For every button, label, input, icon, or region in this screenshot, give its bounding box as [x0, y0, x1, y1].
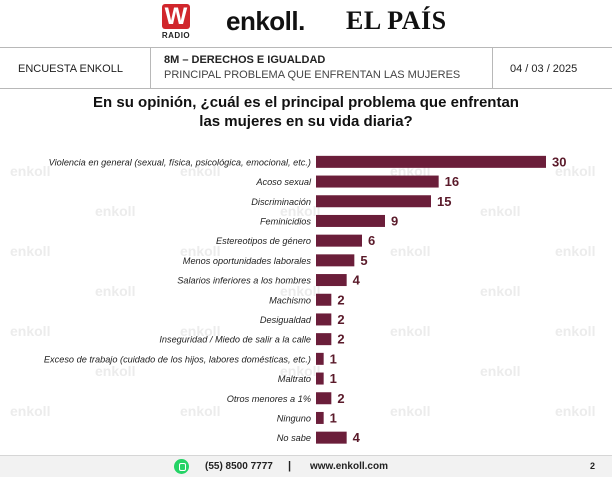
- category-label: No sabe: [277, 433, 311, 443]
- value-label: 1: [330, 371, 337, 386]
- bar: [316, 234, 362, 247]
- footer-website[interactable]: www.enkoll.com: [310, 461, 388, 472]
- header-divider-left: [150, 47, 151, 89]
- value-label: 1: [330, 410, 337, 425]
- watermark: enkoll: [480, 203, 520, 219]
- el-pais-logo: EL PAÍS: [346, 6, 447, 35]
- category-label: Inseguridad / Miedo de salir a la calle: [159, 335, 311, 345]
- watermark: enkoll: [480, 363, 520, 379]
- whatsapp-icon: [174, 459, 189, 474]
- bar: [316, 352, 324, 365]
- watermark: enkoll: [10, 163, 50, 179]
- watermark: enkoll: [390, 243, 430, 259]
- watermark: enkoll: [555, 323, 595, 339]
- category-label: Exceso de trabajo (cuidado de los hijos,…: [44, 354, 311, 364]
- watermark: enkoll: [10, 403, 50, 419]
- survey-header: ENCUESTA ENKOLL 8M – DERECHOS E IGUALDAD…: [0, 47, 612, 89]
- value-label: 2: [337, 391, 344, 406]
- watermark: enkoll: [280, 283, 320, 299]
- watermark: enkoll: [95, 203, 135, 219]
- category-label: Feminicidios: [260, 216, 311, 226]
- w-radio-logo-sub: RADIO: [161, 31, 191, 40]
- watermark: enkoll: [95, 363, 135, 379]
- bar: [316, 333, 332, 346]
- bar: [316, 431, 347, 444]
- watermark: enkoll: [555, 243, 595, 259]
- category-label: Discriminación: [251, 197, 311, 207]
- bar: [316, 392, 332, 405]
- watermark: enkoll: [280, 363, 320, 379]
- value-label: 30: [552, 154, 566, 169]
- bar: [316, 313, 332, 326]
- watermark: enkoll: [390, 403, 430, 419]
- value-label: 5: [360, 253, 367, 268]
- category-label: Acoso sexual: [255, 177, 312, 187]
- category-label: Maltrato: [278, 374, 311, 384]
- category-label: Desigualdad: [260, 315, 312, 325]
- header-divider-right: [492, 47, 493, 89]
- value-label: 2: [337, 312, 344, 327]
- watermark: enkoll: [10, 323, 50, 339]
- watermark: enkoll: [280, 203, 320, 219]
- bar: [316, 293, 332, 306]
- survey-name: ENCUESTA ENKOLL: [18, 63, 123, 75]
- watermark: enkoll: [180, 403, 220, 419]
- question-line-1: En su opinión, ¿cuál es el principal pro…: [93, 94, 519, 111]
- value-label: 4: [353, 430, 361, 445]
- watermark: enkoll: [390, 323, 430, 339]
- watermark: enkoll: [95, 283, 135, 299]
- bar: [316, 411, 324, 424]
- category-label: Menos oportunidades laborales: [183, 256, 312, 266]
- bar: [316, 155, 546, 168]
- bar: [316, 175, 439, 188]
- survey-date: 04 / 03 / 2025: [510, 63, 578, 75]
- watermark: enkoll: [180, 163, 220, 179]
- category-label: Ninguno: [277, 413, 311, 423]
- header-top-rule: [0, 47, 612, 48]
- watermark: enkoll: [480, 283, 520, 299]
- watermark: enkoll: [180, 323, 220, 339]
- value-label: 9: [391, 213, 398, 228]
- question-line-2: las mujeres en su vida diaria?: [199, 113, 413, 130]
- survey-topic: 8M – DERECHOS E IGUALDAD: [164, 54, 326, 66]
- bar-chart: enkoll enkoll enkoll enkoll enkoll enkoll enko…: [10, 154, 595, 445]
- w-radio-logo-letter: W: [162, 4, 190, 29]
- watermark: enkoll: [555, 403, 595, 419]
- bar: [316, 274, 347, 287]
- value-label: 6: [368, 233, 375, 248]
- footer: (55) 8500 7777 | www.enkoll.com 2: [0, 455, 612, 477]
- watermark: enkoll: [10, 243, 50, 259]
- watermark: enkoll: [555, 163, 595, 179]
- value-label: 15: [437, 194, 451, 209]
- category-label: Otros menores a 1%: [227, 394, 311, 404]
- bar: [316, 254, 355, 267]
- category-label: Machismo: [269, 295, 311, 305]
- value-label: 1: [330, 351, 337, 366]
- value-label: 16: [445, 174, 459, 189]
- category-label: Salarios inferiores a los hombres: [177, 276, 311, 286]
- bar: [316, 195, 431, 208]
- w-radio-logo: W RADIO: [160, 4, 192, 42]
- footer-phone: (55) 8500 7777: [205, 461, 273, 472]
- category-label: Estereotipos de género: [216, 236, 311, 246]
- question-title: En su opinión, ¿cuál es el principal pro…: [80, 93, 532, 131]
- footer-separator: |: [288, 460, 292, 472]
- bar: [316, 372, 324, 385]
- category-label: Violencia en general (sexual, física, ps…: [49, 157, 311, 167]
- value-label: 2: [337, 292, 344, 307]
- page-number: 2: [590, 461, 596, 471]
- watermark: enkoll: [180, 243, 220, 259]
- bar: [316, 214, 385, 227]
- value-label: 2: [337, 332, 344, 347]
- survey-subtopic: PRINCIPAL PROBLEMA QUE ENFRENTAN LAS MUJ…: [164, 69, 461, 81]
- header-bottom-rule: [0, 88, 612, 89]
- enkoll-logo: enkoll.: [226, 6, 305, 36]
- value-label: 4: [353, 273, 361, 288]
